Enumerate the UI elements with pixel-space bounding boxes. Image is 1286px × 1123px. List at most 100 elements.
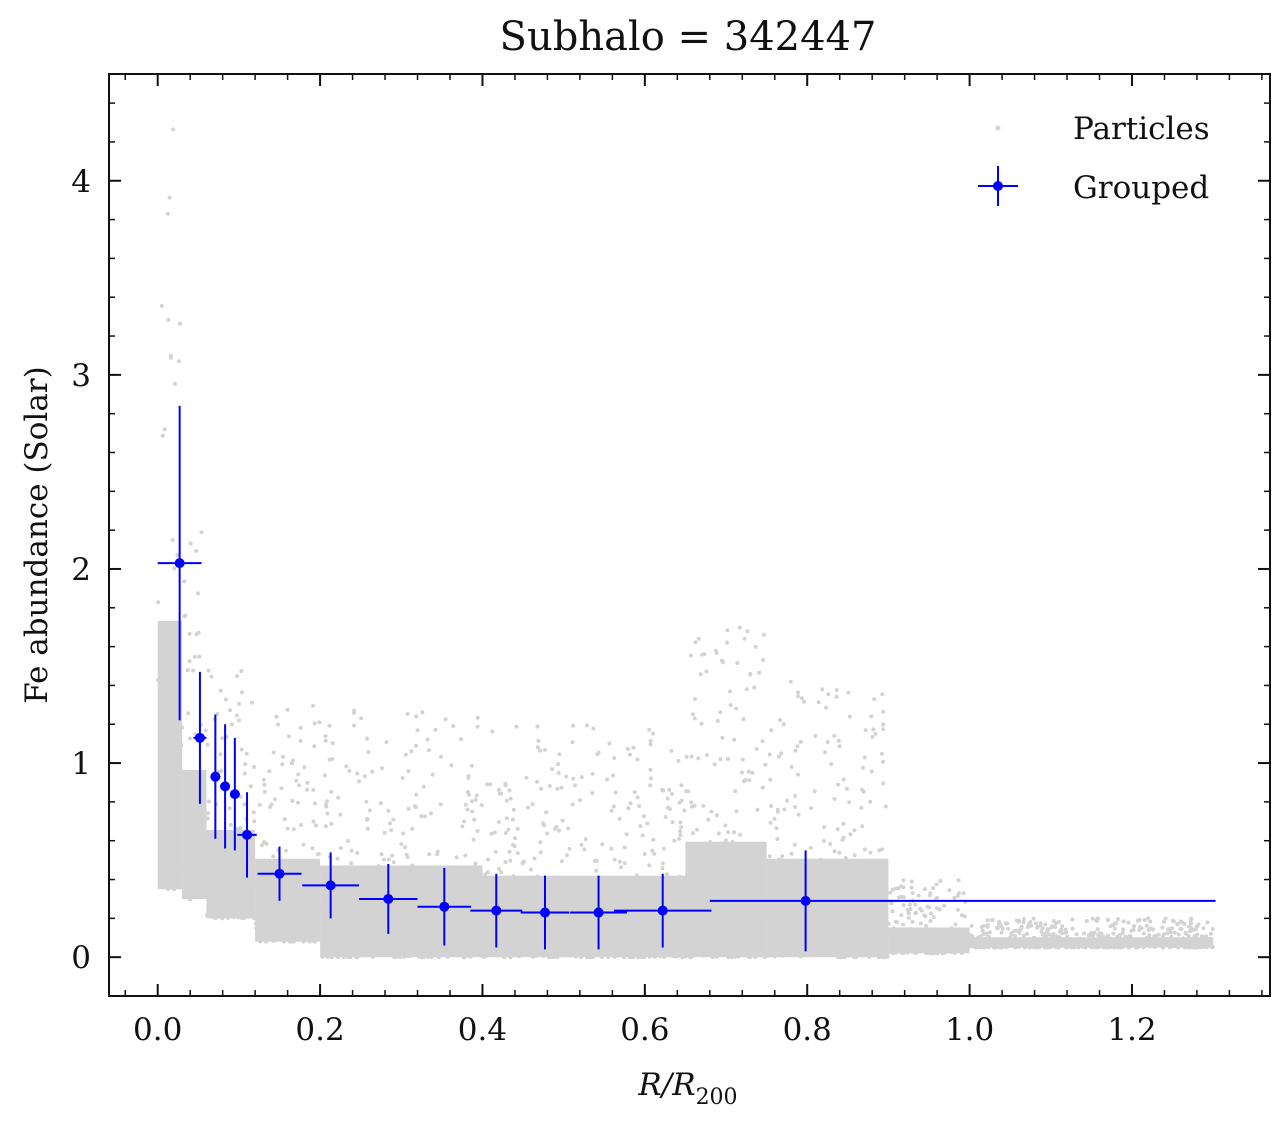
particle-point — [1054, 934, 1059, 939]
particle-point — [1121, 927, 1126, 932]
particle-point — [510, 817, 515, 822]
grouped-point — [220, 781, 231, 792]
particle-point — [1018, 927, 1023, 932]
particle-point — [757, 670, 762, 675]
particle-point — [175, 553, 180, 558]
particle-point — [182, 614, 187, 619]
particle-point — [859, 805, 864, 810]
particle-point — [714, 651, 719, 655]
particle-point — [841, 777, 846, 782]
particle-point — [987, 930, 992, 935]
particle-point — [325, 799, 329, 804]
particle-point — [290, 798, 295, 803]
particle-point — [660, 861, 665, 866]
particle-point — [913, 911, 918, 916]
particle-point — [744, 687, 749, 692]
particle-point — [421, 784, 426, 789]
particle-point — [720, 735, 725, 740]
particle-point — [539, 786, 544, 791]
particle-point — [727, 689, 732, 694]
particle-point — [792, 842, 797, 847]
particle-point — [1084, 919, 1089, 923]
particle-point — [1139, 926, 1144, 931]
particle-point — [938, 878, 943, 883]
particle-point — [901, 895, 906, 900]
particle-point — [1060, 924, 1065, 929]
particle-point — [410, 826, 415, 831]
particle-point — [704, 669, 709, 674]
particle-point — [301, 842, 306, 847]
particle-point — [716, 831, 721, 836]
y-axis: 0 1 2 3 4 — [71, 102, 1270, 997]
particle-point — [1208, 931, 1213, 936]
particle-point — [1045, 927, 1050, 932]
particle-point — [344, 764, 349, 769]
particle-point — [207, 799, 211, 804]
particle-point — [1145, 916, 1150, 921]
particle-point — [650, 848, 655, 853]
particle-point — [228, 822, 233, 827]
particle-point — [642, 852, 647, 856]
particle-point — [414, 714, 419, 719]
particle-point — [781, 722, 786, 727]
particle-point — [985, 924, 990, 929]
legend-grouped-label: Grouped — [1073, 170, 1209, 206]
particle-point — [429, 811, 433, 816]
particle-point — [760, 785, 765, 790]
particle-point — [462, 819, 467, 824]
particle-point — [622, 845, 627, 850]
grouped-point — [383, 893, 394, 904]
particle-point — [330, 756, 335, 761]
particle-point — [651, 837, 656, 842]
particle-point — [1152, 934, 1157, 939]
particle-point — [890, 887, 895, 892]
particle-point — [881, 722, 886, 727]
particle-point — [413, 743, 418, 748]
particle-point — [499, 791, 503, 796]
particle-point — [579, 775, 584, 780]
y-axis-label: Fe abundance (Solar) — [19, 366, 55, 703]
particle-point — [682, 808, 687, 813]
particle-point — [325, 811, 330, 816]
particle-point — [802, 699, 807, 704]
particle-point — [648, 767, 653, 772]
particle-point — [469, 763, 474, 768]
particle-point — [187, 659, 192, 664]
particle-point — [305, 780, 310, 785]
particle-point — [980, 928, 985, 933]
particle-point — [695, 827, 699, 832]
particle-point — [192, 654, 197, 659]
y-tick-label: 2 — [71, 552, 91, 588]
grouped-point — [210, 771, 221, 782]
particle-point — [565, 853, 569, 858]
particle-point — [979, 934, 984, 938]
particle-point — [667, 787, 672, 792]
particle-point — [834, 688, 839, 692]
particle-point — [172, 566, 177, 571]
particle-point — [357, 779, 362, 784]
particle-point — [382, 830, 387, 835]
particle-point — [206, 811, 210, 816]
particle-point — [755, 807, 760, 812]
particle-point — [230, 722, 234, 727]
particle-point — [721, 660, 726, 665]
particle-point — [934, 882, 939, 887]
particle-point — [209, 674, 214, 679]
particle-point — [901, 922, 906, 927]
particle-point — [688, 653, 693, 658]
particle-point — [1040, 926, 1045, 931]
particle-point — [612, 857, 617, 862]
particle-point — [718, 710, 723, 715]
particle-point — [619, 865, 623, 870]
particle-point — [524, 775, 529, 780]
particle-point — [638, 824, 643, 829]
particle-point — [693, 640, 698, 645]
particle-point — [742, 636, 747, 641]
x-axis: 0.0 0.2 0.4 0.6 0.8 1.0 1.2 — [124, 74, 1263, 1048]
particle-point — [918, 921, 923, 926]
particle-point — [324, 802, 328, 807]
particle-point — [459, 737, 463, 742]
particle-point — [609, 808, 614, 813]
particle-point — [469, 799, 474, 804]
particle-point — [435, 852, 440, 857]
